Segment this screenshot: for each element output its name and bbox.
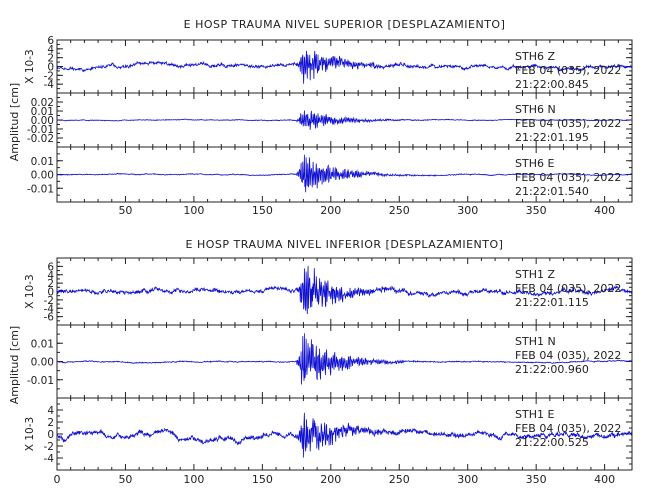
x-tick-label: 200 bbox=[320, 473, 341, 486]
x-tick-label: 250 bbox=[389, 204, 410, 217]
y-tick-label: -2 bbox=[44, 295, 54, 307]
y-axis-label: Amplitud [cm] bbox=[8, 326, 21, 404]
x-tick-label: 400 bbox=[594, 473, 615, 486]
waveform-line bbox=[56, 110, 633, 130]
waveform-line bbox=[56, 50, 633, 84]
time-label: 21:22:00.525 bbox=[515, 436, 589, 449]
time-label: 21:22:00.960 bbox=[515, 363, 589, 376]
x-tick-label: 300 bbox=[457, 204, 478, 217]
scale-label: X 10-3 bbox=[24, 417, 36, 451]
y-tick-label: 2 bbox=[47, 417, 54, 429]
y-tick-label: 0.00 bbox=[31, 357, 54, 369]
y-tick-label: -4 bbox=[44, 79, 55, 91]
group-title: E HOSP TRAUMA NIVEL SUPERIOR [DESPLAZAMI… bbox=[184, 18, 506, 31]
x-tick-label: 200 bbox=[320, 204, 341, 217]
y-tick-label: 4 bbox=[47, 405, 54, 417]
y-tick-label: 4 bbox=[47, 270, 54, 282]
y-tick-label: 0.01 bbox=[31, 156, 54, 168]
station-label: STH1 N bbox=[515, 335, 556, 348]
y-axis-label: Amplitud [cm] bbox=[8, 83, 21, 161]
y-tick-label: 6 bbox=[47, 261, 54, 273]
station-label: STH1 E bbox=[515, 408, 554, 421]
date-label: FEB 04 (035), 2022 bbox=[515, 117, 621, 130]
station-label: STH6 E bbox=[515, 157, 554, 170]
time-label: 21:22:00.845 bbox=[515, 78, 589, 91]
waveform-line bbox=[56, 265, 633, 315]
x-tick-label: 350 bbox=[526, 473, 547, 486]
y-tick-label: -2 bbox=[44, 441, 54, 453]
date-label: FEB 04 (035), 2022 bbox=[515, 282, 621, 295]
y-tick-label: -2 bbox=[44, 70, 54, 82]
group-title: E HOSP TRAUMA NIVEL INFERIOR [DESPLAZAMI… bbox=[186, 238, 504, 251]
y-tick-label: 2 bbox=[47, 53, 54, 65]
waveform-line bbox=[56, 412, 633, 458]
station-label: STH6 N bbox=[515, 103, 556, 116]
y-tick-label: 4 bbox=[47, 44, 54, 56]
y-tick-label: -4 bbox=[44, 303, 55, 315]
y-tick-label: -0.01 bbox=[27, 183, 54, 195]
y-tick-label: 0.00 bbox=[31, 115, 54, 127]
y-tick-label: -0.01 bbox=[27, 375, 54, 387]
y-tick-label: 0.00 bbox=[31, 170, 54, 182]
x-tick-label: 50 bbox=[118, 473, 132, 486]
date-label: FEB 04 (035), 2022 bbox=[515, 349, 621, 362]
date-label: FEB 04 (035), 2022 bbox=[515, 171, 621, 184]
x-tick-label: 250 bbox=[389, 473, 410, 486]
time-label: 21:22:01.540 bbox=[515, 185, 589, 198]
scale-label: X 10-3 bbox=[24, 49, 36, 83]
x-tick-label: 100 bbox=[183, 204, 204, 217]
waveform-line bbox=[56, 154, 633, 193]
y-tick-label: -0.01 bbox=[27, 124, 54, 136]
station-label: STH6 Z bbox=[515, 50, 555, 63]
y-tick-label: 0 bbox=[47, 287, 54, 299]
date-label: FEB 04 (035), 2022 bbox=[515, 64, 621, 77]
time-label: 21:22:01.195 bbox=[515, 131, 589, 144]
date-label: FEB 04 (035), 2022 bbox=[515, 422, 621, 435]
y-tick-label: 0.01 bbox=[31, 338, 54, 350]
station-label: STH1 Z bbox=[515, 268, 555, 281]
y-tick-label: 0 bbox=[47, 62, 54, 74]
time-label: 21:22:01.115 bbox=[515, 296, 589, 309]
x-tick-label: 300 bbox=[457, 473, 478, 486]
y-tick-label: 0 bbox=[47, 429, 54, 441]
y-tick-label: -6 bbox=[44, 312, 55, 324]
x-tick-label: 0 bbox=[54, 473, 61, 486]
x-tick-label: 150 bbox=[252, 473, 273, 486]
y-tick-label: -4 bbox=[44, 453, 55, 465]
scale-label: X 10-3 bbox=[24, 274, 36, 308]
x-tick-label: 400 bbox=[594, 204, 615, 217]
x-tick-label: 100 bbox=[183, 473, 204, 486]
x-tick-label: 50 bbox=[118, 204, 132, 217]
y-tick-label: 0.01 bbox=[31, 106, 54, 118]
y-tick-label: 6 bbox=[47, 35, 54, 47]
y-tick-label: -0.02 bbox=[27, 133, 54, 145]
y-tick-label: 0.02 bbox=[31, 97, 54, 109]
x-tick-label: 350 bbox=[526, 204, 547, 217]
waveform-line bbox=[56, 333, 633, 385]
y-tick-label: 2 bbox=[47, 278, 54, 290]
x-tick-label: 150 bbox=[252, 204, 273, 217]
